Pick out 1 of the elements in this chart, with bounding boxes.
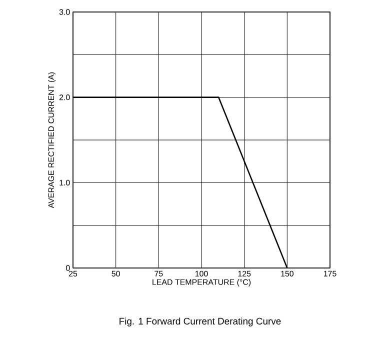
text: Fig. 1 Forward Current Derating Curve <box>120 318 281 326</box>
